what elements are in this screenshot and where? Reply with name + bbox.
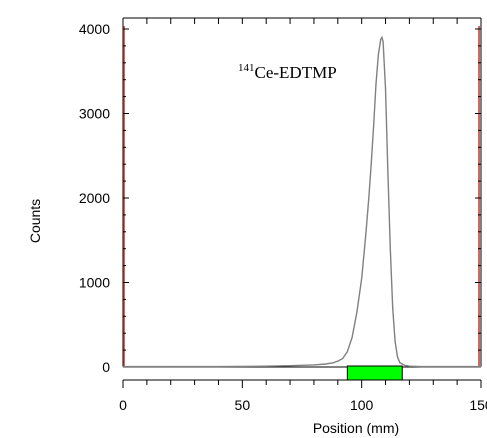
x-tick-label: 150 bbox=[469, 397, 487, 413]
data-point bbox=[394, 341, 396, 343]
data-point bbox=[368, 197, 370, 199]
data-point bbox=[289, 365, 291, 367]
chart-annotation: 141Ce-EDTMP bbox=[238, 62, 337, 82]
y-tick-label: 1000 bbox=[79, 275, 110, 291]
data-point bbox=[404, 364, 406, 366]
data-point bbox=[170, 365, 172, 368]
data-point bbox=[377, 53, 379, 55]
x-axis-title: Position (mm) bbox=[313, 420, 399, 436]
data-point bbox=[265, 365, 267, 367]
data-point bbox=[356, 311, 358, 313]
highlight-bar bbox=[346, 365, 403, 381]
data-point bbox=[332, 362, 334, 364]
data-point bbox=[396, 356, 399, 358]
data-point bbox=[384, 87, 387, 89]
data-point bbox=[341, 357, 344, 360]
y-tick-label: 3000 bbox=[79, 106, 110, 122]
data-point bbox=[346, 351, 348, 353]
data-point bbox=[432, 365, 434, 368]
data-point bbox=[456, 365, 458, 368]
data-point bbox=[325, 363, 327, 365]
data-point bbox=[387, 172, 389, 174]
data-point bbox=[399, 362, 401, 364]
data-point bbox=[408, 365, 410, 367]
data-point bbox=[365, 226, 368, 229]
y-tick-label: 4000 bbox=[79, 21, 110, 37]
data-point bbox=[375, 83, 377, 85]
annotation-text: Ce-EDTMP bbox=[255, 63, 337, 82]
data-point bbox=[313, 364, 315, 366]
x-tick-label: 0 bbox=[119, 397, 127, 413]
data-point bbox=[382, 41, 384, 43]
data-point bbox=[420, 365, 422, 368]
data-point bbox=[480, 365, 482, 368]
data-point bbox=[381, 36, 383, 39]
data-point bbox=[370, 163, 372, 165]
annotation-superscript: 141 bbox=[238, 62, 255, 74]
x-tick-label: 50 bbox=[235, 397, 251, 413]
data-point bbox=[373, 125, 375, 127]
data-point bbox=[389, 248, 391, 250]
data-point bbox=[337, 360, 339, 362]
series-line bbox=[123, 35, 481, 368]
x-tick-label: 100 bbox=[350, 397, 374, 413]
data-point bbox=[392, 307, 394, 309]
data-point bbox=[361, 277, 363, 279]
data-point bbox=[380, 38, 382, 40]
y-tick-label: 2000 bbox=[79, 190, 110, 206]
y-tick-label: 0 bbox=[102, 359, 110, 375]
data-point bbox=[351, 336, 353, 339]
y-axis-title: Counts bbox=[27, 199, 43, 243]
data-point bbox=[122, 365, 124, 368]
data-point bbox=[217, 365, 220, 368]
data-point bbox=[363, 252, 365, 254]
